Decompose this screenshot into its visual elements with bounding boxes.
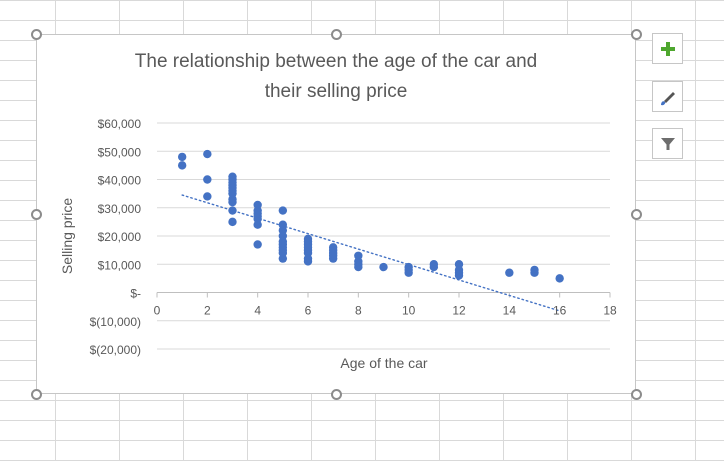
data-point (177, 152, 187, 162)
resize-handle-top-right[interactable] (631, 29, 642, 40)
trendline-group (181, 194, 561, 312)
chart-area[interactable] (36, 34, 636, 394)
data-points (177, 149, 564, 283)
resize-handle-middle-left[interactable] (31, 209, 42, 220)
x-tick-label: 16 (553, 304, 567, 318)
chart-title-line-1: The relationship between the age of the … (135, 51, 537, 72)
y-tick-label: $30,000 (98, 202, 142, 216)
resize-handle-top-left[interactable] (31, 29, 42, 40)
y-tick-label: $20,000 (98, 230, 142, 244)
data-point (203, 149, 212, 159)
y-tick-label: $60,000 (98, 117, 142, 131)
resize-handle-top-center[interactable] (331, 29, 342, 40)
data-point (253, 240, 262, 249)
data-point (429, 262, 439, 272)
x-tick-label: 6 (305, 304, 312, 318)
y-tick-label: $- (130, 287, 141, 301)
data-point (303, 257, 313, 266)
data-point (530, 268, 539, 277)
x-tick-label: 14 (503, 304, 517, 318)
data-point (505, 268, 514, 277)
data-point (454, 271, 464, 280)
data-point (328, 254, 338, 263)
x-tick-label: 12 (452, 304, 466, 318)
data-point (555, 274, 564, 283)
chart-title-line-2: their selling price (265, 81, 408, 102)
data-point (228, 197, 237, 207)
data-point (203, 175, 212, 184)
brush-icon (660, 91, 675, 105)
tick-labels: $60,000 $50,000 $40,000 $30,000 $20,000 $10,0… (90, 117, 617, 357)
data-point (379, 262, 388, 272)
data-point (228, 183, 237, 193)
x-axis-title: Age of the car (340, 355, 428, 371)
chart-styles-button[interactable] (652, 81, 683, 112)
y-tick-label: $10,000 (98, 258, 142, 272)
x-tick-label: 8 (355, 304, 362, 318)
data-point (228, 206, 237, 215)
gridlines (157, 122, 610, 350)
y-tick-label: $(20,000) (90, 343, 141, 357)
y-axis-title: Selling price (59, 198, 75, 274)
resize-handle-bottom-left[interactable] (31, 389, 42, 400)
resize-handle-bottom-right[interactable] (631, 389, 642, 400)
x-tick-label: 10 (402, 304, 416, 318)
data-point (278, 254, 288, 263)
filter-icon (660, 137, 675, 150)
trendline (181, 194, 561, 312)
y-tick-label: $40,000 (98, 174, 142, 188)
data-point (228, 217, 237, 227)
data-point (203, 192, 212, 201)
data-point (354, 262, 363, 272)
data-point (404, 268, 413, 277)
chart-filters-button[interactable] (652, 128, 683, 159)
axes (156, 292, 611, 298)
y-tick-label: $50,000 (98, 145, 142, 159)
resize-handle-middle-right[interactable] (631, 209, 642, 220)
plus-icon (660, 41, 675, 56)
x-tick-label: 2 (204, 304, 211, 318)
resize-handle-bottom-center[interactable] (331, 389, 342, 400)
x-tick-label: 0 (154, 304, 161, 318)
data-point (278, 206, 288, 215)
x-tick-label: 18 (603, 304, 617, 318)
data-point (177, 161, 187, 170)
y-tick-label: $(10,000) (90, 315, 141, 329)
chart-elements-button[interactable] (652, 33, 683, 64)
data-point (253, 220, 262, 229)
x-tick-label: 4 (254, 304, 261, 318)
